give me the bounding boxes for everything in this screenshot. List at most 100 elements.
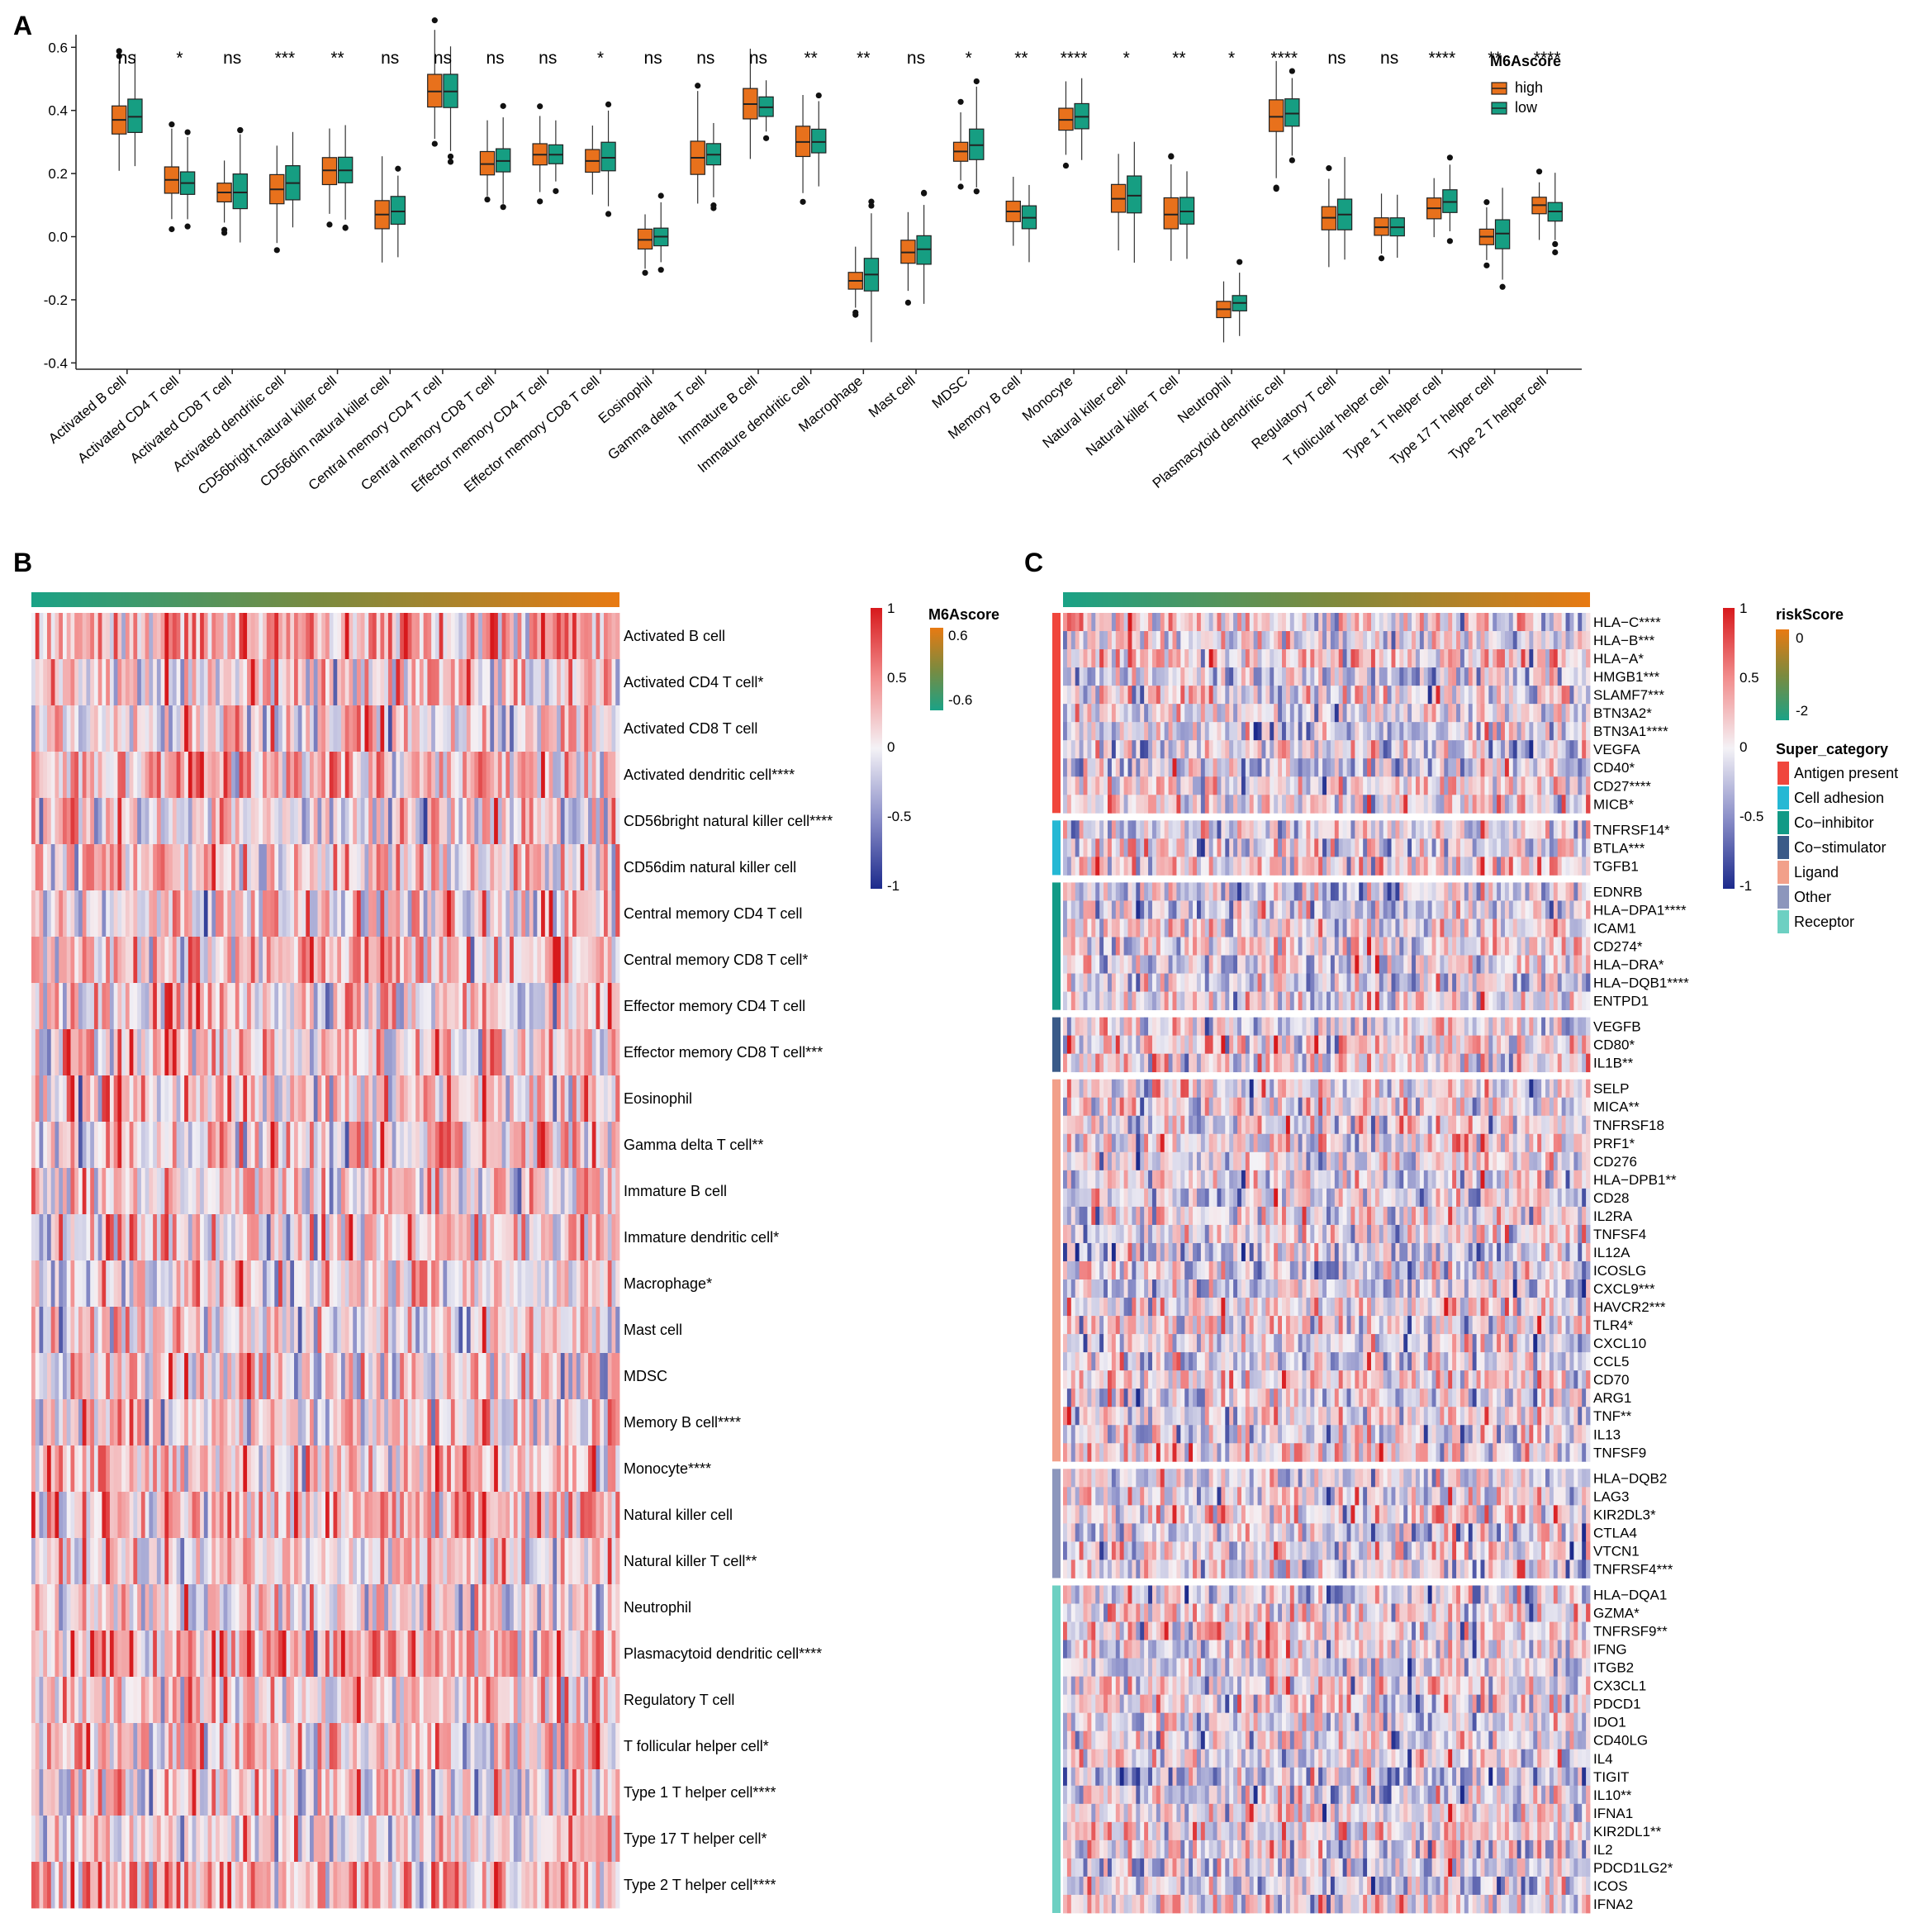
- heatmap-cell: [274, 1260, 279, 1308]
- heatmap-cell: [1193, 631, 1198, 650]
- heatmap-cell: [490, 983, 495, 1030]
- heatmap-cell: [1091, 631, 1096, 650]
- heatmap-cell: [403, 844, 409, 891]
- heatmap-cell: [250, 1816, 255, 1863]
- heatmap-cell: [1278, 631, 1283, 650]
- heatmap-cell: [278, 1353, 283, 1400]
- significance-label: ns: [223, 49, 241, 68]
- heatmap-cell: [548, 1260, 553, 1308]
- heatmap-cell: [588, 613, 593, 660]
- heatmap-cell: [247, 1122, 252, 1169]
- heatmap-cell: [450, 1029, 456, 1076]
- heatmap-cell: [517, 1307, 522, 1354]
- heatmap-cell: [447, 1723, 452, 1770]
- heatmap-cell: [93, 1584, 99, 1631]
- heatmap-cell: [290, 1816, 295, 1863]
- heatmap-cell: [387, 613, 393, 660]
- heatmap-cell: [568, 937, 573, 984]
- heatmap-cell: [447, 1029, 452, 1076]
- heatmap-cell: [501, 983, 506, 1030]
- heatmap-cell: [434, 1029, 440, 1076]
- heatmap-cell: [294, 1631, 299, 1678]
- heatmap-cell: [564, 798, 569, 845]
- heatmap-cell: [235, 1769, 240, 1816]
- heatmap-cell: [1359, 631, 1364, 650]
- heatmap-cell: [66, 1122, 71, 1169]
- row-label: Gamma delta T cell**: [624, 1137, 763, 1153]
- heatmap-cell: [90, 1862, 95, 1909]
- heatmap-cell: [50, 1445, 55, 1493]
- heatmap-cell: [70, 1769, 75, 1816]
- heatmap-cell: [113, 1816, 118, 1863]
- heatmap-cell: [306, 798, 311, 845]
- heatmap-cell: [400, 1122, 405, 1169]
- heatmap-cell: [423, 1260, 428, 1308]
- heatmap-cell: [172, 752, 178, 799]
- heatmap-cell: [564, 1260, 569, 1308]
- heatmap-cell: [533, 705, 538, 752]
- heatmap-cell: [353, 1816, 358, 1863]
- heatmap-cell: [474, 705, 479, 752]
- heatmap-cell: [1387, 613, 1392, 632]
- heatmap-cell: [604, 1260, 609, 1308]
- heatmap-cell: [274, 1214, 279, 1261]
- heatmap-cell: [43, 798, 48, 845]
- heatmap-column: [31, 613, 36, 1909]
- heatmap-cell: [250, 1445, 255, 1493]
- heatmap-cell: [203, 844, 208, 891]
- heatmap-cell: [235, 890, 240, 938]
- heatmap-cell: [125, 752, 131, 799]
- heatmap-cell: [97, 752, 102, 799]
- heatmap-cell: [133, 937, 138, 984]
- heatmap-cell: [541, 890, 546, 938]
- heatmap-cell: [187, 1816, 193, 1863]
- heatmap-cell: [537, 1353, 542, 1400]
- heatmap-cell: [290, 1353, 295, 1400]
- heatmap-cell: [560, 798, 565, 845]
- heatmap-cell: [490, 1816, 495, 1863]
- heatmap-cell: [70, 1538, 75, 1585]
- heatmap-cell: [392, 1584, 396, 1631]
- heatmap-column: [423, 613, 428, 1909]
- heatmap-cell: [290, 1723, 295, 1770]
- heatmap-cell: [517, 1677, 522, 1724]
- heatmap-cell: [184, 1214, 189, 1261]
- heatmap-column: [62, 613, 68, 1909]
- heatmap-cell: [427, 1307, 432, 1354]
- heatmap-column: [278, 613, 283, 1909]
- heatmap-cell: [219, 1260, 224, 1308]
- heatmap-cell: [78, 983, 83, 1030]
- heatmap-cell: [560, 705, 565, 752]
- heatmap-cell: [553, 1492, 558, 1539]
- heatmap-cell: [380, 1584, 385, 1631]
- heatmap-cell: [384, 1816, 389, 1863]
- heatmap-cell: [117, 890, 122, 938]
- heatmap-cell: [372, 844, 377, 891]
- heatmap-cell: [415, 1723, 420, 1770]
- heatmap-cell: [196, 659, 201, 706]
- heatmap-cell: [325, 798, 330, 845]
- heatmap-cell: [541, 1260, 546, 1308]
- heatmap-cell: [572, 1214, 577, 1261]
- heatmap-cell: [274, 1075, 279, 1123]
- row-label: Effector memory CD4 T cell: [624, 998, 805, 1014]
- heatmap-cell: [153, 613, 158, 660]
- heatmap-cell: [384, 1307, 389, 1354]
- heatmap-cell: [450, 1492, 456, 1539]
- heatmap-cell: [133, 1769, 138, 1816]
- heatmap-cell: [501, 937, 506, 984]
- heatmap-cell: [333, 1399, 338, 1446]
- panel-b-legend: M6Ascore 0.6 -0.6 10.50-0.5-1: [871, 600, 999, 894]
- heatmap-cell: [156, 1353, 162, 1400]
- heatmap-cell: [321, 1445, 326, 1493]
- heatmap-cell: [1350, 613, 1355, 632]
- heatmap-cell: [168, 1769, 173, 1816]
- heatmap-cell: [611, 1816, 616, 1863]
- heatmap-cell: [349, 613, 354, 660]
- heatmap-cell: [93, 798, 99, 845]
- heatmap-cell: [600, 798, 605, 845]
- heatmap-cell: [1504, 613, 1510, 632]
- heatmap-cell: [486, 705, 491, 752]
- heatmap-cell: [439, 1260, 444, 1308]
- heatmap-cell: [306, 844, 311, 891]
